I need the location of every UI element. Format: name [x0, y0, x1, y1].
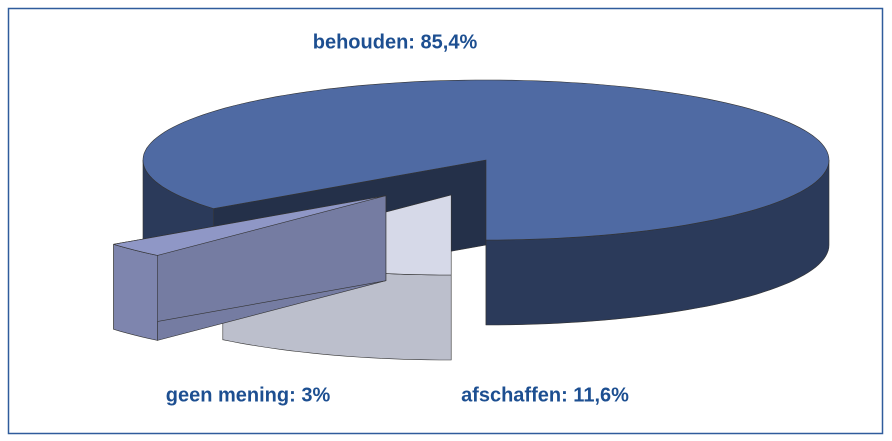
slice-label: geen mening: 3% [166, 384, 331, 406]
slice-label: afschaffen: 11,6% [461, 384, 629, 406]
slice-label: behouden: 85,4% [313, 31, 478, 53]
slice [113, 195, 386, 256]
slice [142, 79, 830, 241]
slice-side [113, 243, 158, 341]
pie [113, 79, 830, 361]
